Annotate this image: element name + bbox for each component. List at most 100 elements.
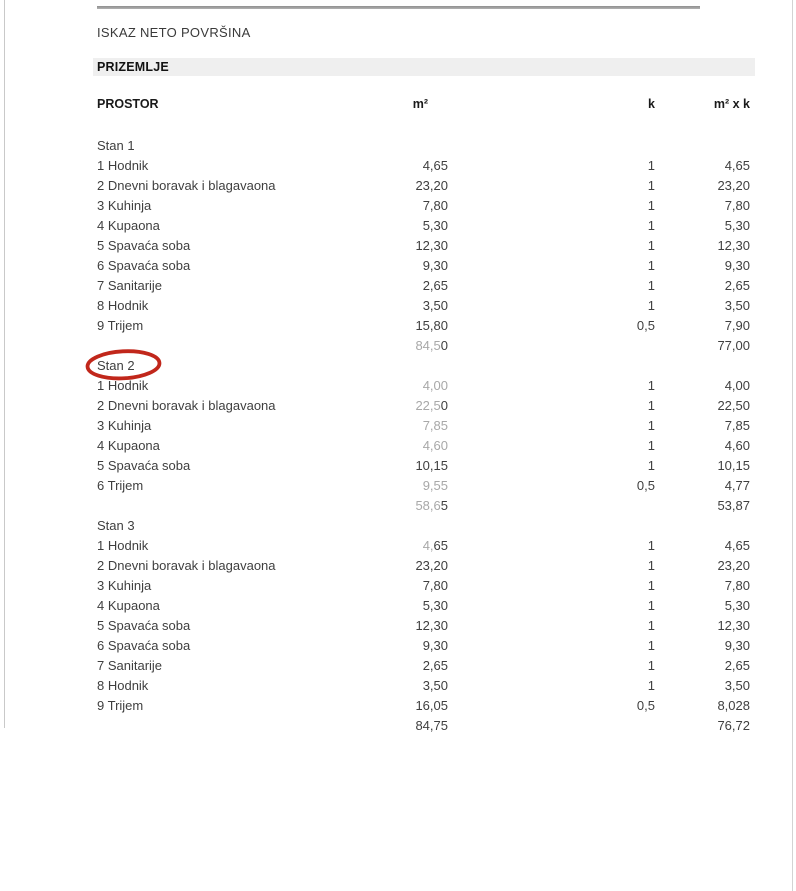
m2-cell: 9,55 bbox=[357, 476, 448, 496]
m2-total-cell: 84,50 bbox=[357, 336, 448, 356]
m2xk-cell: 7,85 bbox=[724, 418, 750, 433]
k-cell: 1 bbox=[647, 678, 655, 693]
total-row: 84,75 76,72 bbox=[97, 716, 750, 736]
k-cell: 1 bbox=[647, 258, 655, 273]
value-segment: 84,5 bbox=[415, 338, 441, 353]
value-segment: 3,50 bbox=[422, 298, 448, 313]
value-segment: 16,05 bbox=[415, 698, 448, 713]
table-row: 9 Trijem 16,05 0,5 8,028 bbox=[97, 696, 750, 716]
room-cell: 9 Trijem bbox=[97, 318, 144, 333]
room-cell: 9 Trijem bbox=[97, 698, 144, 713]
table-row: 5 Spavaća soba 10,15 1 10,15 bbox=[97, 456, 750, 476]
room-cell: 2 Dnevni boravak i blagavaona bbox=[97, 398, 276, 413]
table-row: 1 Hodnik 4,65 1 4,65 bbox=[97, 156, 750, 176]
m2-cell: 7,80 bbox=[357, 576, 448, 596]
table-row: 1 Hodnik 4,00 1 4,00 bbox=[97, 376, 750, 396]
k-cell: 0,5 bbox=[636, 478, 655, 493]
room-cell: 1 Hodnik bbox=[97, 538, 149, 553]
room-cell bbox=[97, 336, 357, 356]
m2xk-cell: 10,15 bbox=[717, 458, 750, 473]
m2-cell: 5,30 bbox=[357, 216, 448, 236]
m2xk-cell: 7,80 bbox=[724, 198, 750, 213]
document-title: ISKAZ NETO POVRŠINA bbox=[97, 25, 251, 40]
room-cell: 3 Kuhinja bbox=[97, 578, 152, 593]
group-header-row: Stan 2 bbox=[85, 349, 750, 381]
k-cell: 1 bbox=[647, 418, 655, 433]
k-cell: 1 bbox=[647, 658, 655, 673]
table-row: 4 Kupaona 5,30 1 5,30 bbox=[97, 216, 750, 236]
m2xk-cell: 3,50 bbox=[724, 298, 750, 313]
table-row: 2 Dnevni boravak i blagavaona 23,20 1 23,20 bbox=[97, 176, 750, 196]
value-segment: 10,15 bbox=[415, 458, 448, 473]
k-cell: 1 bbox=[647, 238, 655, 253]
table-row: 3 Kuhinja 7,80 1 7,80 bbox=[97, 576, 750, 596]
m2-cell: 12,30 bbox=[357, 616, 448, 636]
m2xk-cell bbox=[655, 356, 750, 376]
table-row: 6 Spavaća soba 9,30 1 9,30 bbox=[97, 636, 750, 656]
m2-cell: 7,85 bbox=[357, 416, 448, 436]
m2-cell: 3,50 bbox=[357, 296, 448, 316]
m2xk-cell: 22,50 bbox=[717, 398, 750, 413]
room-cell: 6 Trijem bbox=[97, 478, 144, 493]
value-segment: 3,50 bbox=[422, 678, 448, 693]
k-cell: 1 bbox=[647, 298, 655, 313]
value-segment: 15,80 bbox=[415, 318, 448, 333]
table-row: 6 Trijem 9,55 0,5 4,77 bbox=[97, 476, 750, 496]
k-cell: 1 bbox=[647, 178, 655, 193]
m2-cell: 4,65 bbox=[357, 156, 448, 176]
m2-cell: 9,30 bbox=[357, 256, 448, 276]
room-cell: 3 Kuhinja bbox=[97, 198, 152, 213]
m2-cell: 10,15 bbox=[357, 456, 448, 476]
m2-cell bbox=[357, 356, 448, 376]
room-cell: 1 Hodnik bbox=[97, 158, 149, 173]
room-cell: 4 Kupaona bbox=[97, 438, 160, 453]
m2xk-cell: 8,028 bbox=[717, 698, 750, 713]
table-row: 4 Kupaona 5,30 1 5,30 bbox=[97, 596, 750, 616]
m2-cell: 4,00 bbox=[357, 376, 448, 396]
m2xk-cell: 4,60 bbox=[724, 438, 750, 453]
value-segment: 65 bbox=[433, 538, 448, 553]
m2xk-cell: 4,00 bbox=[724, 378, 750, 393]
m2-cell: 7,80 bbox=[357, 196, 448, 216]
value-segment: 9,30 bbox=[422, 638, 448, 653]
room-cell: 4 Kupaona bbox=[97, 598, 160, 613]
value-segment: 5,30 bbox=[422, 218, 448, 233]
m2-cell bbox=[357, 136, 448, 156]
room-cell: 3 Kuhinja bbox=[97, 418, 152, 433]
value-segment: 2,65 bbox=[422, 278, 448, 293]
m2-cell: 2,65 bbox=[357, 656, 448, 676]
m2-cell: 23,20 bbox=[357, 176, 448, 196]
value-segment: 23,20 bbox=[415, 178, 448, 193]
table-row: 5 Spavaća soba 12,30 1 12,30 bbox=[97, 236, 750, 256]
value-segment: 4,65 bbox=[422, 158, 448, 173]
value-segment: 9,30 bbox=[422, 258, 448, 273]
group-header-row: Stan 1 bbox=[97, 136, 750, 156]
room-cell: 7 Sanitarije bbox=[97, 658, 163, 673]
value-segment: 12,30 bbox=[415, 618, 448, 633]
k-cell: 1 bbox=[647, 538, 655, 553]
value-segment: 7,80 bbox=[422, 198, 448, 213]
m2xk-cell: 5,30 bbox=[724, 218, 750, 233]
k-cell bbox=[448, 716, 655, 736]
apartment-label: Stan 1 bbox=[97, 138, 135, 153]
table-row: 2 Dnevni boravak i blagavaona 22,50 1 22,50 bbox=[97, 396, 750, 416]
m2-cell: 23,20 bbox=[357, 556, 448, 576]
table-row: 3 Kuhinja 7,80 1 7,80 bbox=[97, 196, 750, 216]
k-cell: 1 bbox=[647, 458, 655, 473]
table-row: 7 Sanitarije 2,65 1 2,65 bbox=[97, 276, 750, 296]
room-cell: 5 Spavaća soba bbox=[97, 618, 191, 633]
k-cell: 1 bbox=[647, 438, 655, 453]
m2-cell: 4,60 bbox=[357, 436, 448, 456]
k-cell bbox=[448, 356, 655, 376]
k-cell bbox=[448, 516, 655, 536]
value-segment: 12,30 bbox=[415, 238, 448, 253]
k-cell bbox=[448, 336, 655, 356]
table-row: 1 Hodnik 4,65 1 4,65 bbox=[97, 536, 750, 556]
value-segment: 0 bbox=[440, 398, 448, 413]
page-edge-line-left bbox=[4, 0, 5, 728]
m2xk-cell: 4,77 bbox=[724, 478, 750, 493]
m2xk-cell: 2,65 bbox=[724, 278, 750, 293]
room-cell: 2 Dnevni boravak i blagavaona bbox=[97, 178, 276, 193]
value-segment: 58,6 bbox=[415, 498, 441, 513]
